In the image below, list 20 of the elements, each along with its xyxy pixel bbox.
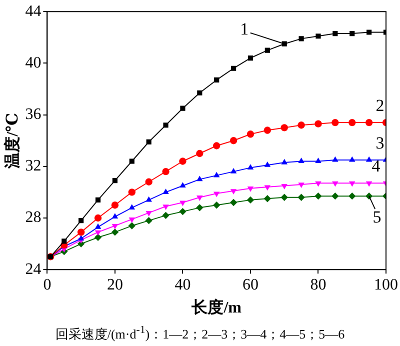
annotation: 5 xyxy=(372,208,382,227)
annotation: 3 xyxy=(376,133,384,152)
text: 回采速度/(m·d$^{-1}$)：1—2；2—3；3—4；4—5；5—6 xyxy=(55,323,345,342)
y-axis-title: 温度/℃ xyxy=(2,112,22,170)
y-tick-label: 40 xyxy=(25,54,42,72)
x-axis-title: 长度/m xyxy=(190,298,242,317)
x-tick-label: 80 xyxy=(310,276,326,294)
y-tick-label: 24 xyxy=(25,260,42,278)
y-tick-label: 28 xyxy=(25,209,42,226)
x-tick-label: 20 xyxy=(106,276,123,294)
y-tick-label: 32 xyxy=(25,158,42,175)
annotation: 2 xyxy=(376,96,384,116)
y-tick-label: 44 xyxy=(25,2,42,20)
x-tick-label: 60 xyxy=(242,276,258,294)
x-tick-label: 0 xyxy=(43,276,52,294)
x-tick-label: 40 xyxy=(174,276,191,294)
y-tick-label: 36 xyxy=(25,106,42,124)
annotation: 4 xyxy=(372,156,381,176)
x-tick-label: 100 xyxy=(374,276,398,294)
annotation: 1 xyxy=(240,19,249,38)
